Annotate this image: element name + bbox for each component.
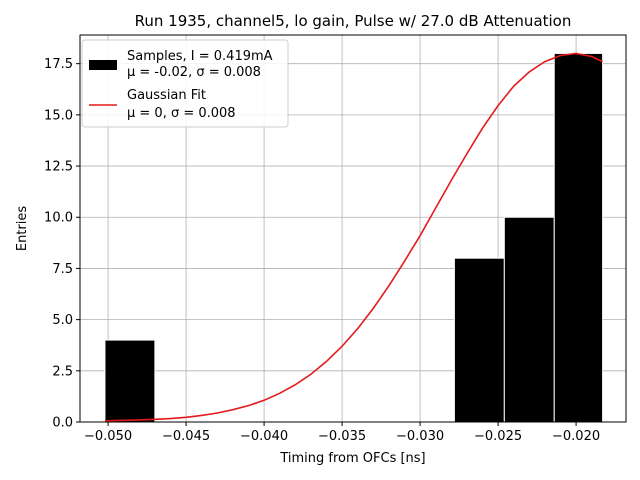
plot-frame (79, 34, 627, 423)
y-axis-label: Entries (15, 206, 30, 252)
y-tick-label: 12.5 (44, 160, 73, 175)
y-tick-label: 7.5 (52, 262, 73, 277)
y-tick-label: 15.0 (44, 108, 73, 123)
legend-box (81, 39, 289, 128)
y-tick-label: 2.5 (52, 364, 73, 379)
legend-fit-label: Gaussian Fit (127, 88, 206, 103)
legend-fit-stats: μ = 0, σ = 0.008 (127, 106, 236, 121)
legend-histogram-stats: μ = -0.02, σ = 0.008 (127, 65, 261, 80)
x-tick-label: −0.030 (396, 429, 444, 444)
x-tick-label: −0.035 (318, 429, 366, 444)
gaussian-fit-line (104, 52, 603, 422)
x-tick-label: −0.040 (240, 429, 288, 444)
histogram-bar (453, 257, 505, 423)
chart-title: Run 1935, channel5, lo gain, Pulse w/ 27… (135, 12, 572, 30)
legend-histogram-label: Samples, I = 0.419mA (127, 49, 273, 64)
histogram-bars (104, 52, 604, 423)
y-tick-label: 17.5 (44, 57, 73, 72)
legend: Samples, I = 0.419mA μ = -0.02, σ = 0.00… (81, 39, 289, 128)
x-tick-label: −0.025 (474, 429, 522, 444)
histogram-bar (503, 216, 555, 423)
histogram-bar (553, 52, 604, 423)
y-tick-label: 5.0 (52, 313, 73, 328)
y-axis-ticks: 0.0 2.5 5.0 7.5 10.0 12.5 15.0 17.5 (44, 57, 80, 431)
x-tick-label: −0.020 (552, 429, 600, 444)
x-tick-label: −0.045 (162, 429, 210, 444)
y-tick-label: 0.0 (52, 416, 73, 431)
y-tick-label: 10.0 (44, 211, 73, 226)
x-axis-label: Timing from OFCs [ns] (279, 451, 425, 466)
x-axis-ticks: −0.050 −0.045 −0.040 −0.035 −0.030 −0.025 −0.0… (84, 422, 600, 444)
legend-histogram-swatch (89, 60, 117, 70)
x-tick-label: −0.050 (84, 429, 132, 444)
histogram-bar (104, 339, 156, 423)
